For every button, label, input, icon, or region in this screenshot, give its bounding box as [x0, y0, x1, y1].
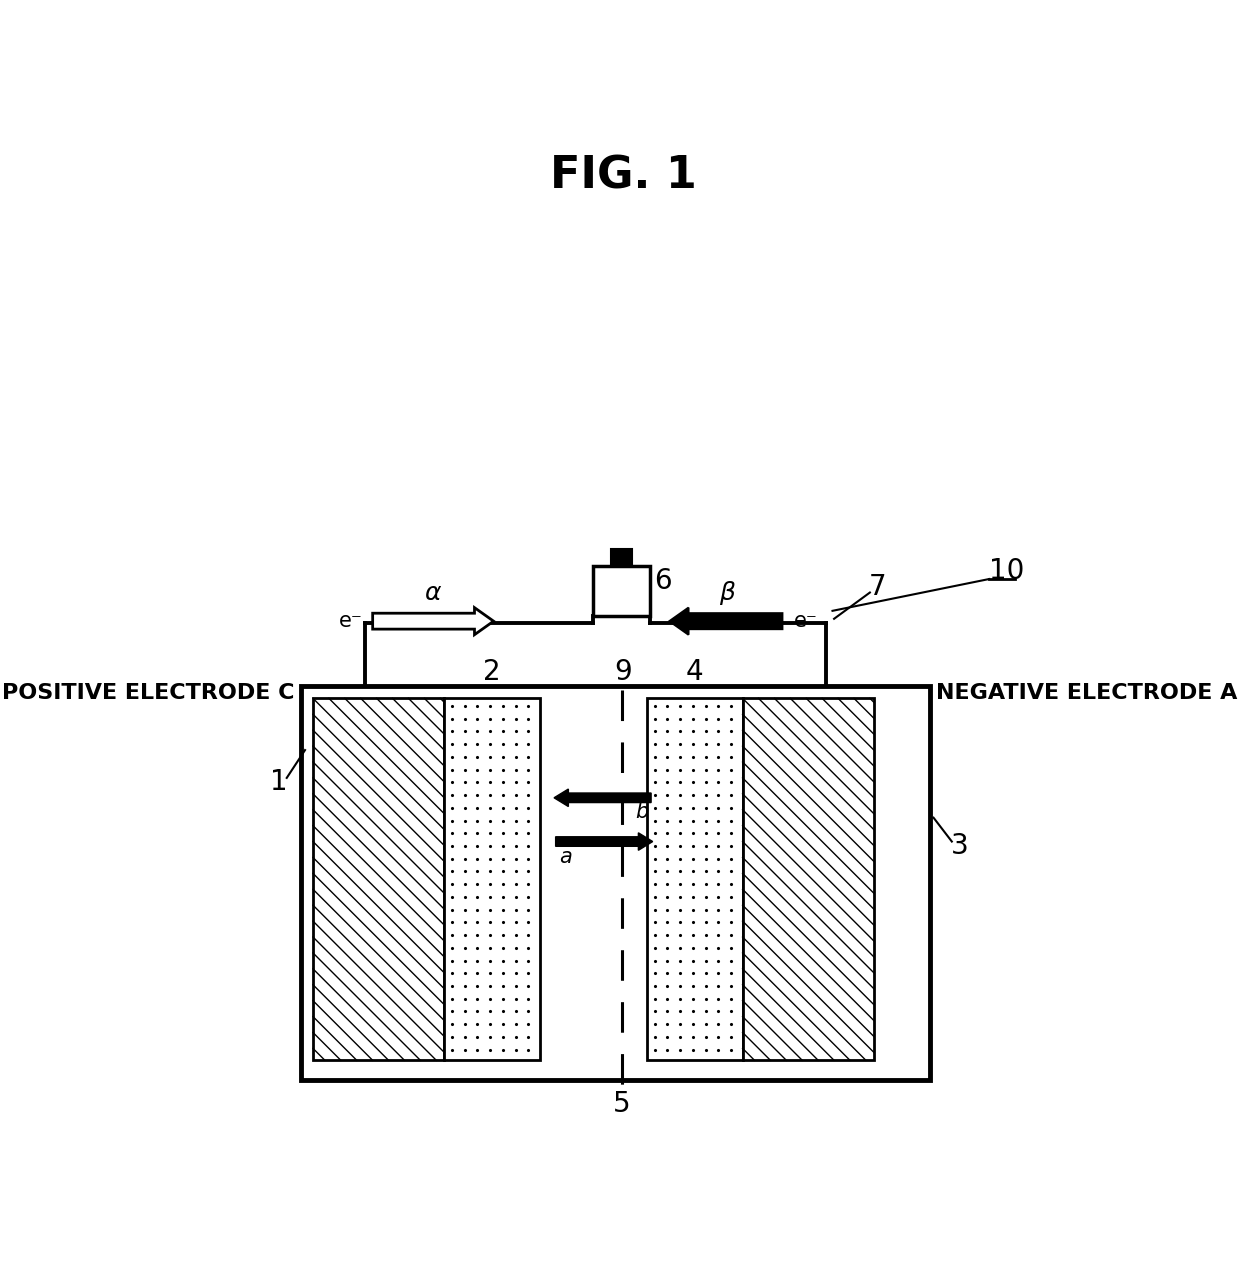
Text: 3: 3: [951, 831, 968, 859]
Text: e⁻: e⁻: [795, 611, 818, 631]
FancyArrow shape: [373, 608, 494, 635]
Bar: [593, 566, 650, 616]
FancyArrow shape: [556, 832, 652, 850]
Text: NEGATIVE ELECTRODE A: NEGATIVE ELECTRODE A: [936, 683, 1238, 703]
Text: 4: 4: [686, 658, 703, 687]
Bar: [743, 698, 874, 1060]
Bar: [647, 698, 743, 1060]
Text: 9: 9: [614, 658, 632, 687]
FancyArrow shape: [554, 789, 651, 807]
Text: α: α: [424, 580, 440, 604]
Bar: [312, 698, 444, 1060]
Text: 6: 6: [655, 568, 672, 595]
Text: 10: 10: [990, 557, 1024, 585]
Bar: [444, 698, 539, 1060]
Text: b: b: [635, 802, 649, 822]
Text: a: a: [559, 848, 572, 868]
Text: β: β: [719, 580, 734, 604]
Text: 5: 5: [613, 1090, 630, 1117]
Text: 7: 7: [869, 573, 887, 601]
Text: POSITIVE ELECTRODE C: POSITIVE ELECTRODE C: [2, 683, 295, 703]
Bar: [611, 549, 632, 566]
Text: 2: 2: [484, 658, 501, 687]
Bar: [301, 687, 930, 1081]
Text: FIG. 1: FIG. 1: [549, 155, 697, 198]
Text: 1: 1: [270, 768, 288, 796]
Text: e⁻: e⁻: [339, 611, 362, 631]
FancyArrow shape: [670, 608, 782, 635]
